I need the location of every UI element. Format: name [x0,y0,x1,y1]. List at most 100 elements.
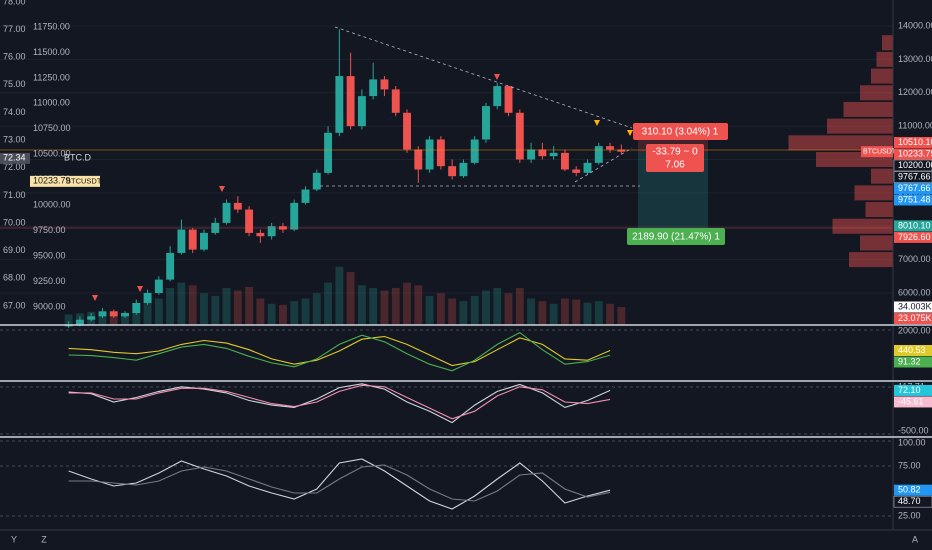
signal-marker [627,130,633,136]
y2-tick-label: 78.00 [3,0,26,6]
candle-body [267,226,276,237]
price-label-bg [894,194,932,206]
y3-tick-label: 9250.00 [33,276,66,286]
volume-bar [211,295,220,325]
y2-tick-label: 74.00 [3,107,26,117]
volume-bar [324,282,333,325]
candle-body [188,229,197,250]
trend-line [334,26,633,129]
candle-body [515,112,524,160]
candle-body [583,162,592,173]
y2-tick-label: 71.00 [3,190,26,200]
y-tick-label: 6000.00 [898,287,931,297]
volume-bar [245,286,254,325]
volume-bar [278,304,287,325]
price-label-bg [894,313,932,325]
volume-bar [380,290,389,325]
price-label: 10233.79 [898,148,932,158]
price-label-bg [894,136,932,148]
indicator-line [68,331,611,372]
price-label: 72.10 [898,385,921,395]
candle-body [572,169,581,173]
signal-marker [494,74,500,80]
candle-body [346,76,355,127]
candle-body [560,152,569,170]
volume-profile-bar [871,68,893,84]
candle-body [459,162,468,177]
price-label: 23.075K [898,313,932,323]
candle-body [549,152,558,157]
y-tick-label: 2000.00 [898,325,931,335]
y3-tick-label: 11000.00 [33,98,70,108]
candle-body [425,139,434,170]
price-label: 10510.10 [898,137,932,147]
volume-bar [301,298,310,325]
price-label: 8010.10 [898,220,931,230]
y-tick-label: 11000.00 [898,121,932,131]
volume-bar [267,303,276,325]
candle-body [324,132,333,173]
trend-line [574,147,633,183]
volume-bar [256,298,265,325]
volume-bar [312,293,321,325]
candle-body [527,149,536,160]
volume-profile-bar [849,252,893,268]
y2-tick-label: 69.00 [3,245,26,255]
candle-body [482,106,490,140]
y2-tick-label: 67.00 [3,300,26,310]
price-label: 9767.66 [898,183,931,193]
price-label-bg [894,148,932,160]
candle-body [177,229,186,253]
volume-bar [177,282,186,325]
signal-marker [137,286,143,292]
toolbar-button[interactable]: Y [11,534,17,544]
volume-profile-bar [871,168,893,184]
price-label: 48.70 [898,496,921,506]
volume-bar [448,298,457,325]
toolbar-button[interactable]: Z [41,534,47,544]
candle-body [154,279,163,293]
y2-tick-label: 77.00 [3,24,26,34]
candle-body [143,292,152,303]
volume-bar [200,293,208,325]
volume-bar [549,303,558,325]
y2-tick-label: 76.00 [3,52,26,62]
volume-bar [606,303,615,325]
signal-marker [594,120,600,126]
annotation: 7.06 [665,160,685,171]
volume-bar [335,266,344,325]
y3-tick-label: 9500.00 [33,250,66,260]
volume-bar [493,287,502,325]
y2-tick-label: 70.00 [3,217,26,227]
price-label-bg [894,396,932,408]
volume-bar [64,314,73,325]
price-label: 7926.60 [898,232,931,242]
signal-marker [92,295,98,301]
series-name: BTC.D [64,153,92,163]
annotation: 2189.90 (21.47%) 1 [632,232,720,243]
y3-label: 10233.79 [33,176,71,186]
volume-profile-bar [860,235,893,251]
volume-bar [515,287,524,325]
price-label-bg [894,220,932,232]
volume-bar [166,287,175,325]
y-tick-label: 12000.00 [898,87,932,97]
candle-body [414,149,423,170]
price-label: 9751.48 [898,194,931,204]
candle-body [290,202,299,230]
indicator-line [68,458,611,510]
candle-body [538,149,547,157]
volume-bar [425,295,434,325]
y2-label-bg [0,152,30,164]
volume-profile-bar [843,101,893,117]
candle-body [493,86,502,107]
candle-body [233,202,242,210]
volume-bar [369,287,378,325]
y3-label-bg [30,175,100,187]
volume-bar [414,285,423,325]
toolbar-button[interactable]: A [912,534,918,544]
annotation-box [646,144,704,172]
